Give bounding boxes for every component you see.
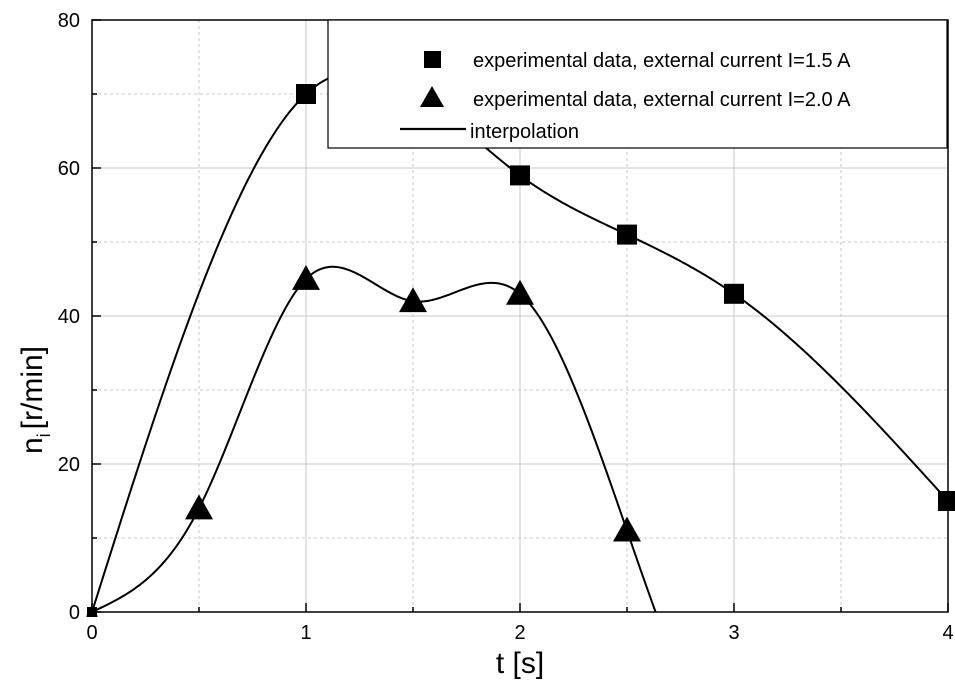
legend-box (327, 19, 948, 149)
x-axis-label: t [s] (496, 647, 544, 680)
series-1-point (510, 165, 530, 186)
series-2-point (292, 265, 320, 290)
legend-label-interpolation: interpolation (470, 121, 579, 143)
series-1-point (938, 491, 955, 511)
series-1-point (724, 283, 744, 304)
legend-label-series-1: experimental data, external current I=1.… (473, 50, 851, 72)
series-2-point (506, 279, 534, 305)
series-1-point (617, 224, 637, 245)
x-tick-label: 4 (942, 622, 953, 644)
y-tick-label: 80 (58, 10, 80, 32)
x-tick-label: 3 (728, 622, 739, 644)
x-tick-label: 0 (86, 622, 97, 644)
legend: experimental data, external current I=1.… (327, 19, 948, 149)
legend-triangle-icon (420, 86, 444, 107)
y-axis-label-symbol: n (16, 437, 49, 454)
y-axis-label-subscript: i (34, 433, 54, 437)
series-2-point (185, 494, 213, 520)
series-2-point (399, 287, 427, 313)
legend-label-series-2: experimental data, external current I=2.… (473, 89, 851, 111)
y-tick-label: 0 (69, 602, 80, 624)
svg-text:ni[r/min]: ni [r/min] (16, 346, 54, 454)
series-2-point (613, 516, 641, 542)
interpolation-line-series-2 (91, 265, 657, 613)
series-1-point (296, 84, 316, 104)
legend-square-icon (424, 51, 441, 68)
x-tick-label: 2 (514, 622, 525, 644)
x-tick-label: 1 (300, 622, 311, 644)
y-axis-label-unit: [r/min] (16, 346, 49, 429)
y-axis-label: ni [r/min] (16, 346, 54, 454)
y-tick-label: 20 (58, 454, 80, 476)
y-tick-label: 60 (58, 158, 80, 180)
y-tick-label: 40 (58, 306, 80, 328)
